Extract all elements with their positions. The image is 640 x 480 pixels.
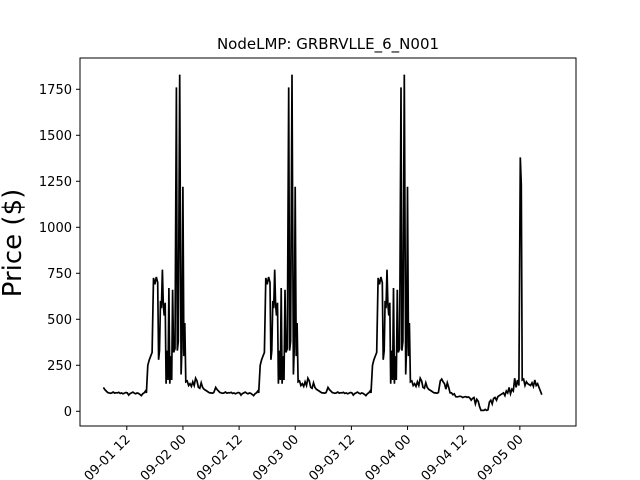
x-tick-label: 09-02 00 — [138, 432, 190, 480]
chart-title: NodeLMP: GRBRVLLE_6_N001 — [217, 35, 439, 54]
y-tick-label: 1000 — [39, 221, 72, 236]
x-tick-label: 09-03 00 — [250, 432, 302, 480]
x-axis: 09-01 12 09-02 00 09-02 12 09-03 00 09-03 12… — [82, 426, 527, 480]
price-series-line — [102, 74, 543, 412]
y-tick-label: 1500 — [39, 129, 72, 144]
x-tick-label: 09-03 12 — [306, 432, 358, 480]
x-tick-label: 09-04 00 — [362, 432, 414, 480]
y-axis-label: Price ($) — [0, 189, 28, 298]
x-tick-label: 09-02 12 — [194, 432, 246, 480]
y-tick-label: 250 — [47, 359, 72, 374]
y-axis: 0 250 500 750 1000 1250 1500 1750 — [39, 83, 80, 420]
x-tick-label: 09-05 00 — [475, 432, 527, 480]
y-tick-label: 1750 — [39, 83, 72, 98]
y-tick-label: 750 — [47, 267, 72, 282]
x-tick-label: 09-04 12 — [419, 432, 471, 480]
y-tick-label: 500 — [47, 313, 72, 328]
plot-frame — [79, 57, 577, 427]
y-tick-label: 1250 — [39, 175, 72, 190]
y-tick-label: 0 — [64, 405, 72, 420]
plot-area — [102, 74, 543, 412]
x-tick-label: 09-01 12 — [82, 432, 134, 480]
